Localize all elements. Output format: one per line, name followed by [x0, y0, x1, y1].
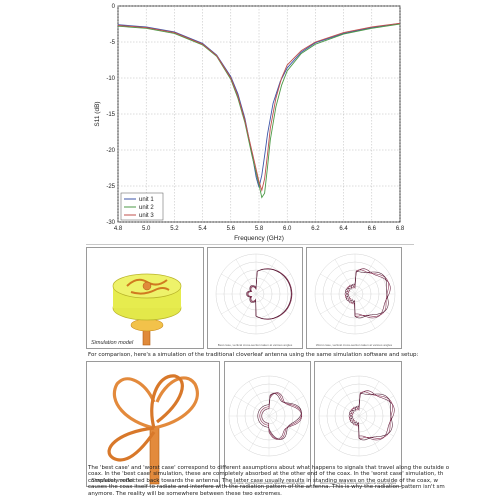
- x-tick-label: 5.6: [227, 226, 236, 232]
- section-divider: [86, 244, 414, 245]
- y-tick-label: 0: [112, 4, 116, 10]
- series-lines: [117, 22, 401, 199]
- x-tick-label: 6.2: [311, 226, 320, 232]
- row1-polar-worst-plot: [314, 253, 396, 335]
- s11-chart: 4.8 5.0 5.2 5.4 5.6 5.8 6.0 6.2 6.4 6.6 6.8 0 -5 -10…: [94, 4, 405, 242]
- cloverleaf-model-illustration: [107, 374, 199, 485]
- row1-polar-best-plot: [215, 253, 297, 335]
- row2-polar-worst-plot: [318, 375, 400, 457]
- x-tick-label: 4.8: [114, 226, 123, 232]
- x-tick-label: 5.4: [198, 226, 207, 232]
- y-tick-label: -20: [106, 148, 115, 154]
- x-tick-labels: 4.8 5.0 5.2 5.4 5.6 5.8 6.0 6.2 6.4 6.6 6.8: [114, 226, 405, 232]
- row2-polar-best-caption: Best case, vertical cross-section taken …: [230, 481, 305, 485]
- x-tick-label: 6.6: [368, 226, 377, 232]
- legend-label-3: unit 3: [139, 213, 154, 219]
- x-tick-label: 6.4: [339, 226, 348, 232]
- row1-polar-best-panel: Best case, vertical cross-section taken …: [207, 247, 303, 349]
- y-tick-labels: 0 -5 -10 -15 -20 -25 -30: [106, 4, 115, 226]
- explanation-line-2: coax. In the 'best case' simulation, the…: [88, 471, 444, 478]
- row1-polar-worst-panel: Worst case, vertical cross-section taken…: [306, 247, 402, 349]
- skew-planar-model-illustration: [112, 273, 182, 346]
- row1-polar-best-caption: Best case, vertical cross-section taken …: [217, 343, 293, 347]
- comparison-paragraph: For comparison, here's a simulation of t…: [88, 352, 419, 358]
- y-tick-label: -25: [106, 184, 115, 190]
- row2-polar-best-panel: Best case, vertical cross-section taken …: [224, 361, 311, 487]
- series-line-2: [117, 23, 401, 199]
- explanation-line-1: The 'best case' and 'worst case' corresp…: [88, 465, 450, 471]
- x-tick-label: 6.8: [396, 226, 405, 232]
- explanation-line-4: causes the coax itself to radiate and in…: [88, 484, 445, 491]
- explanation-line-3: completely reflected back towards the an…: [88, 477, 439, 484]
- legend: unit 1 unit 2 unit 3: [120, 192, 164, 221]
- y-tick-label: -5: [110, 40, 116, 46]
- explanation-paragraph: The 'best case' and 'worst case' corresp…: [88, 465, 449, 497]
- series-line-3: [117, 22, 401, 192]
- x-tick-label: 5.2: [170, 226, 179, 232]
- row1-model-caption: Simulation model: [91, 340, 134, 346]
- y-tick-label: -30: [106, 220, 115, 226]
- row2-polar-worst-panel: Worst case, vertical cross-section taken…: [314, 361, 402, 487]
- row1-polar-worst-caption: Worst case, vertical cross-section taken…: [315, 343, 393, 347]
- row2-polar-best-plot: [228, 375, 310, 457]
- y-axis-label: S11 (dB): [94, 101, 101, 126]
- x-tick-label: 5.8: [255, 226, 264, 232]
- row2-model-caption: Simulation model: [91, 478, 134, 484]
- x-axis-label: Frequency (GHz): [234, 235, 284, 242]
- y-tick-label: -15: [106, 112, 115, 118]
- row1-model-panel: Simulation model: [86, 247, 204, 349]
- x-tick-label: 6.0: [283, 226, 292, 232]
- explanation-line-5: anymore. The reality will be somewhere b…: [88, 490, 282, 497]
- y-tick-label: -10: [106, 76, 115, 82]
- series-line-1: [117, 22, 401, 188]
- legend-label-2: unit 2: [139, 205, 154, 211]
- x-tick-label: 5.0: [142, 226, 151, 232]
- legend-label-1: unit 1: [139, 197, 154, 203]
- row2-model-panel: Simulation model: [86, 361, 220, 487]
- row2-polar-worst-caption: Worst case, vertical cross-section taken…: [319, 481, 397, 485]
